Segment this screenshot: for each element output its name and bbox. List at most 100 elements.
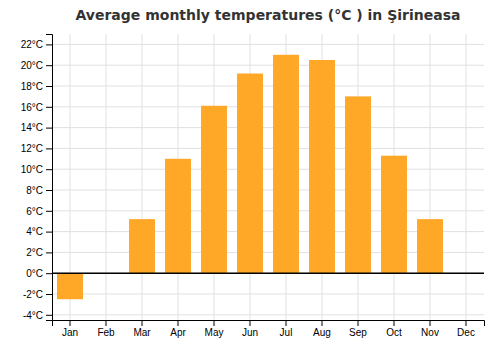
bar bbox=[237, 74, 263, 274]
tick: 18°C bbox=[21, 81, 52, 92]
tick: Oct bbox=[386, 320, 402, 338]
tick-mark bbox=[46, 107, 52, 108]
tick: 12°C bbox=[21, 143, 52, 154]
tick: 4°C bbox=[26, 226, 52, 237]
tick-label: 10°C bbox=[21, 164, 43, 175]
tick-mark bbox=[46, 315, 52, 316]
axis-line bbox=[46, 35, 53, 321]
tick-mark bbox=[46, 252, 52, 253]
tick: Nov bbox=[421, 320, 439, 338]
tick: Jan bbox=[62, 320, 78, 338]
tick-mark bbox=[142, 320, 143, 326]
tick-mark bbox=[106, 320, 107, 326]
tick: -2°C bbox=[23, 289, 52, 300]
tick-label: Aug bbox=[313, 327, 331, 338]
grid-line bbox=[466, 34, 467, 320]
axis-line bbox=[53, 321, 485, 327]
tick: 10°C bbox=[21, 164, 52, 175]
grid-line bbox=[52, 314, 484, 315]
tick: 20°C bbox=[21, 60, 52, 71]
tick-mark bbox=[322, 320, 323, 326]
tick: Jun bbox=[242, 320, 258, 338]
tick-mark bbox=[46, 232, 52, 233]
tick-label: 12°C bbox=[21, 143, 43, 154]
grid-line bbox=[52, 169, 484, 170]
title: Average monthly temperatures (°C ) in Şi… bbox=[76, 7, 461, 23]
tick-mark bbox=[46, 128, 52, 129]
chart: Average monthly temperatures (°C ) in Şi… bbox=[0, 0, 500, 350]
tick-mark bbox=[358, 320, 359, 326]
grid-line bbox=[52, 210, 484, 211]
tick-label: 22°C bbox=[21, 39, 43, 50]
grid-line bbox=[52, 148, 484, 149]
bar bbox=[57, 273, 83, 299]
tick: May bbox=[205, 320, 224, 338]
grid-line bbox=[52, 106, 484, 107]
y-axis: -4°C -2°C 0°C 2°C 4°C 6°C 8°C 10°C 12°C 14°C 16°C 1… bbox=[21, 35, 53, 321]
tick: 14°C bbox=[21, 122, 52, 133]
tick-mark bbox=[250, 320, 251, 326]
bar bbox=[417, 219, 443, 273]
bar bbox=[165, 159, 191, 273]
tick-mark bbox=[46, 44, 52, 45]
grid-line bbox=[52, 190, 484, 191]
tick-label: May bbox=[205, 327, 224, 338]
tick-mark bbox=[430, 320, 431, 326]
tick-label: 6°C bbox=[26, 206, 43, 217]
tick-label: 18°C bbox=[21, 81, 43, 92]
bar bbox=[129, 219, 155, 273]
tick: 2°C bbox=[26, 247, 52, 258]
tick: Mar bbox=[133, 320, 151, 338]
grid-line bbox=[52, 294, 484, 295]
tick-mark bbox=[394, 320, 395, 326]
grid-line bbox=[52, 273, 484, 274]
grid-line bbox=[142, 34, 143, 320]
tick: 6°C bbox=[26, 206, 52, 217]
tick-label: Jan bbox=[62, 327, 78, 338]
tick-mark bbox=[178, 320, 179, 326]
tick-label: Feb bbox=[97, 327, 115, 338]
tick-mark bbox=[46, 86, 52, 87]
tick-label: 0°C bbox=[26, 268, 43, 279]
grid bbox=[52, 34, 484, 320]
bars bbox=[57, 55, 443, 299]
bar bbox=[345, 96, 371, 273]
x-axis: Jan Feb Mar Apr May Jun Jul Aug Sep Oct Nov Dec bbox=[53, 320, 485, 338]
plot: -4°C -2°C 0°C 2°C 4°C 6°C 8°C 10°C 12°C 14°C 16°C 1… bbox=[21, 34, 485, 338]
tick-mark bbox=[46, 190, 52, 191]
bar bbox=[201, 106, 227, 273]
tick-label: 14°C bbox=[21, 122, 43, 133]
tick-mark bbox=[46, 148, 52, 149]
tick-label: Apr bbox=[170, 327, 186, 338]
bar bbox=[381, 156, 407, 274]
tick: 8°C bbox=[26, 185, 52, 196]
tick: Feb bbox=[97, 320, 115, 338]
grid-line bbox=[52, 65, 484, 66]
tick-mark bbox=[46, 294, 52, 295]
tick: Dec bbox=[457, 320, 475, 338]
tick: 0°C bbox=[26, 268, 52, 279]
tick-label: Dec bbox=[457, 327, 475, 338]
tick-mark bbox=[70, 320, 71, 326]
tick-label: Oct bbox=[386, 327, 402, 338]
tick-label: 20°C bbox=[21, 60, 43, 71]
tick-mark bbox=[214, 320, 215, 326]
tick: Jul bbox=[280, 320, 293, 338]
grid-line bbox=[52, 44, 484, 45]
bar bbox=[309, 60, 335, 273]
tick: 16°C bbox=[21, 102, 52, 113]
tick-label: -2°C bbox=[23, 289, 43, 300]
tick-label: Jul bbox=[280, 327, 293, 338]
zero-line bbox=[52, 272, 484, 274]
grid-line bbox=[430, 34, 431, 320]
tick-mark bbox=[286, 320, 287, 326]
tick: Sep bbox=[349, 320, 367, 338]
tick-label: -4°C bbox=[23, 310, 43, 321]
tick-mark bbox=[46, 273, 52, 274]
bar bbox=[273, 55, 299, 273]
grid-line bbox=[52, 127, 484, 128]
tick-label: Mar bbox=[133, 327, 151, 338]
tick-label: 2°C bbox=[26, 247, 43, 258]
tick: -4°C bbox=[23, 310, 52, 321]
tick-label: Jun bbox=[242, 327, 258, 338]
